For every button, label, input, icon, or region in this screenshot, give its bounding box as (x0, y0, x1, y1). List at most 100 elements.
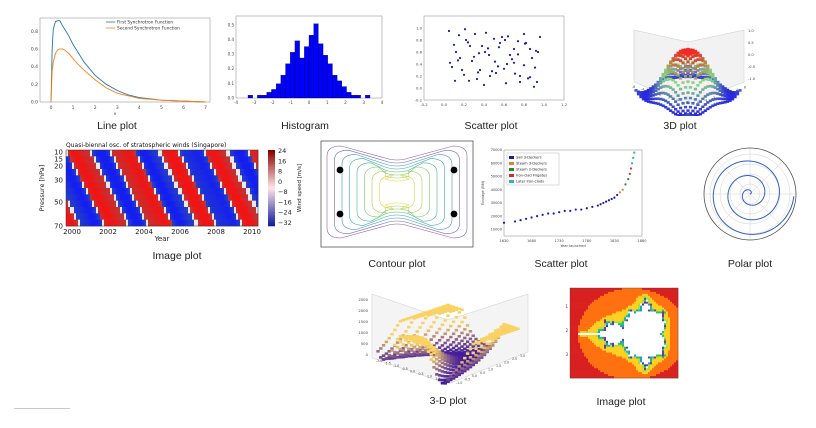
heatmap-cell (164, 207, 167, 214)
polar-grid-spoke (749, 193, 783, 227)
heatmap-cell (218, 194, 221, 201)
y-tick-label: 0.2 (228, 66, 235, 71)
heatmap-cell (206, 194, 209, 201)
heatmap-cell (184, 175, 187, 182)
heatmap-cell (72, 169, 75, 176)
surface-cell (393, 350, 397, 354)
fractal-cell (610, 372, 613, 375)
surface-cell (671, 70, 675, 74)
fractal-cell (668, 358, 671, 361)
fractal-cell (572, 317, 575, 320)
fractal-cell (582, 293, 585, 297)
fractal-cell (632, 370, 635, 373)
fractal-cell (592, 362, 595, 365)
series-line (50, 48, 206, 103)
heatmap-cell (212, 213, 215, 220)
fractal-cell (630, 360, 633, 363)
fractal-cell (606, 293, 609, 297)
surface-cell (693, 67, 698, 70)
scatter-point (450, 65, 454, 69)
fractal-cell (652, 311, 655, 314)
heatmap-cell (192, 200, 195, 208)
surface-cell (482, 343, 487, 346)
surface-cell (728, 90, 732, 93)
heatmap-cell (154, 207, 157, 214)
fractal-cell (624, 297, 627, 301)
heatmap-cell (148, 162, 151, 170)
fractal-cell (664, 336, 667, 340)
heatmap-cell (112, 150, 115, 157)
surface-cell (401, 343, 405, 346)
x-tick-label: -1 (289, 100, 293, 105)
heatmap-cell (106, 200, 109, 208)
fractal-cell (648, 307, 651, 310)
fractal-cell (586, 293, 589, 297)
fractal-cell (614, 288, 617, 291)
contour-line (364, 166, 430, 218)
fractal-cell (574, 346, 577, 349)
surface-cell (479, 339, 484, 343)
fractal-cell (608, 321, 611, 324)
fractal-cell (634, 331, 637, 334)
surface-cell (676, 84, 680, 87)
fractal-cell (612, 342, 615, 346)
surface-cell (499, 327, 503, 331)
fractal-cell (608, 370, 611, 373)
colorbar-tick-label: 0 (278, 178, 282, 186)
surface-cell (691, 92, 695, 95)
fractal-cell (572, 338, 575, 342)
fractal-cell (606, 346, 609, 349)
scatter-point (605, 200, 608, 203)
heatmap-cell (256, 156, 259, 163)
fractal-cell (584, 307, 587, 310)
surface-cell (674, 58, 678, 62)
heatmap-cell (170, 175, 173, 182)
scatter-point (535, 80, 539, 84)
fractal-cell (614, 307, 617, 310)
fractal-cell (578, 346, 581, 349)
fractal-cell (614, 338, 617, 342)
surface-cell (390, 354, 394, 358)
fractal-cell (640, 374, 643, 377)
heatmap-cell (156, 207, 159, 214)
fractal-cell (608, 344, 611, 347)
heatmap-cell (232, 150, 235, 157)
fractal-cell (626, 362, 629, 365)
heatmap-cell (244, 150, 247, 157)
surface-cell (666, 85, 670, 88)
fractal-cell (650, 289, 653, 293)
fractal-cell (638, 331, 641, 334)
heatmap-cell (146, 156, 149, 163)
heatmap-cell (232, 156, 235, 163)
fractal-cell (630, 336, 633, 340)
surface-cell (505, 331, 509, 334)
fractal-cell (590, 309, 593, 312)
heatmap-cell (118, 169, 121, 176)
heatmap-cell (200, 175, 203, 182)
fractal-cell (570, 364, 573, 367)
heatmap-cell (232, 219, 235, 227)
heatmap-cell (74, 162, 77, 170)
fractal-cell (590, 303, 593, 306)
fractal-cell (648, 311, 651, 314)
surface-cell (460, 339, 464, 343)
heatmap-cell (110, 181, 113, 189)
surface-cell (496, 332, 501, 335)
surface-cell (669, 77, 673, 81)
fractal-cell (652, 319, 655, 322)
fractal-cell (658, 354, 661, 357)
fractal-cell (634, 362, 637, 365)
surface-cell (666, 77, 670, 81)
heatmap-cell (222, 200, 225, 208)
fractal-cell (612, 301, 615, 304)
scatter-point (524, 217, 528, 220)
surface-cell (437, 351, 442, 355)
heatmap-cell (128, 181, 131, 189)
fractal-cell (584, 293, 587, 297)
fractal-cell (666, 356, 669, 359)
fractal-cell (656, 319, 659, 322)
fractal-cell (624, 319, 627, 322)
fractal-cell (624, 348, 627, 351)
heatmap-cell (70, 156, 73, 163)
heatmap-cell (70, 162, 73, 170)
